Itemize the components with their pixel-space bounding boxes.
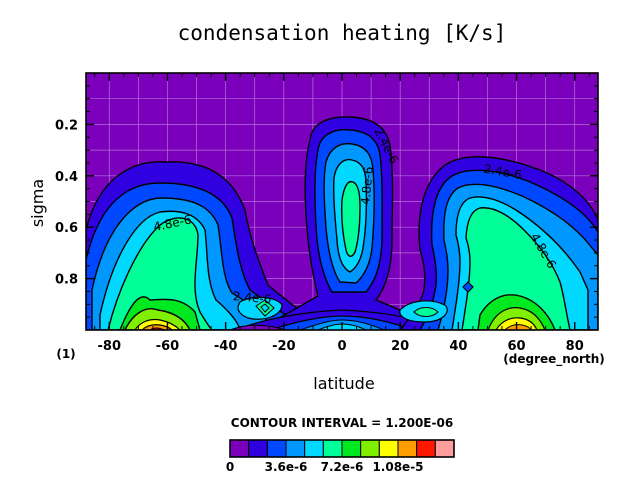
- right-small-cell-inner: [413, 307, 439, 317]
- x-tick-label: 40: [449, 339, 467, 354]
- x-tick-label: -40: [214, 339, 238, 354]
- colorbar-swatch: [229, 439, 250, 458]
- colorbar: 0 3.6e-6 7.2e-6 1.08e-5: [226, 439, 455, 474]
- central-band-5: [341, 180, 361, 257]
- central-column-contours: [257, 116, 432, 330]
- chart-title: condensation heating [K/s]: [178, 21, 507, 45]
- colorbar-swatch: [322, 439, 343, 458]
- colorbar-swatch: [285, 439, 306, 458]
- x-tick-label: 0: [337, 339, 346, 354]
- y-tick-label: 0.4: [55, 170, 78, 185]
- contour-label: 2.4e-6: [483, 162, 523, 182]
- y-tick-label: 0.2: [55, 118, 78, 133]
- colorbar-swatch: [360, 439, 380, 458]
- colorbar-tick-label: 7.2e-6: [321, 460, 364, 474]
- y-axis-label: sigma: [28, 179, 47, 227]
- colorbar-swatch: [304, 439, 324, 458]
- colorbar-tick-label: 3.6e-6: [265, 460, 308, 474]
- x-unit-label: (degree_north): [503, 352, 604, 367]
- x-tick-label: -20: [272, 339, 296, 354]
- colorbar-tick-label: 0: [226, 460, 234, 474]
- contour-label: 4.8e-6: [358, 166, 375, 206]
- colorbar-tick-label: 1.08e-5: [372, 460, 423, 474]
- contour-interval-text: CONTOUR INTERVAL = 1.200E-06: [231, 416, 453, 430]
- right-lobe-band-9: [504, 324, 532, 330]
- colorbar-swatch: [397, 439, 418, 458]
- y-tick-label: 0.6: [55, 221, 78, 236]
- corner-label: (1): [56, 347, 75, 361]
- colorbar-swatch: [266, 439, 287, 458]
- colorbar-swatch: [434, 439, 455, 458]
- colorbar-swatch: [341, 439, 362, 458]
- right-lobe-contours: [399, 156, 598, 330]
- x-tick-label: 60: [507, 339, 525, 354]
- right-small-diamond: [462, 281, 474, 293]
- left-small-cell-core: [260, 303, 270, 313]
- left-lobe-band-9: [141, 324, 173, 330]
- plot-area: 2.4e-64.8e-6 2.4e-64.8e-62.4e-64.8e-6: [86, 73, 598, 330]
- colorbar-swatch: [416, 439, 436, 458]
- y-tick-label: 0.8: [55, 273, 78, 288]
- x-tick-label: -60: [156, 339, 180, 354]
- colorbar-swatch: [248, 439, 268, 458]
- surface-band-contours: [229, 309, 447, 330]
- contour-label: 2.4e-6: [232, 289, 272, 306]
- x-tick-label: 20: [391, 339, 409, 354]
- colorbar-frame: [229, 439, 455, 458]
- x-tick-label: 80: [566, 339, 584, 354]
- x-tick-label: -80: [98, 339, 122, 354]
- left-small-cell: [237, 296, 283, 320]
- x-axis: -80 -60 -40 -20 0 20 40 60 80: [94, 73, 590, 354]
- x-axis-label: latitude: [313, 374, 374, 393]
- right-small-cell: [399, 300, 448, 323]
- left-lobe-contours: [86, 161, 319, 330]
- colorbar-swatch: [378, 439, 399, 458]
- right-lobe-band-5: [461, 207, 571, 330]
- y-axis: 0.2 0.4 0.6 0.8: [55, 85, 598, 318]
